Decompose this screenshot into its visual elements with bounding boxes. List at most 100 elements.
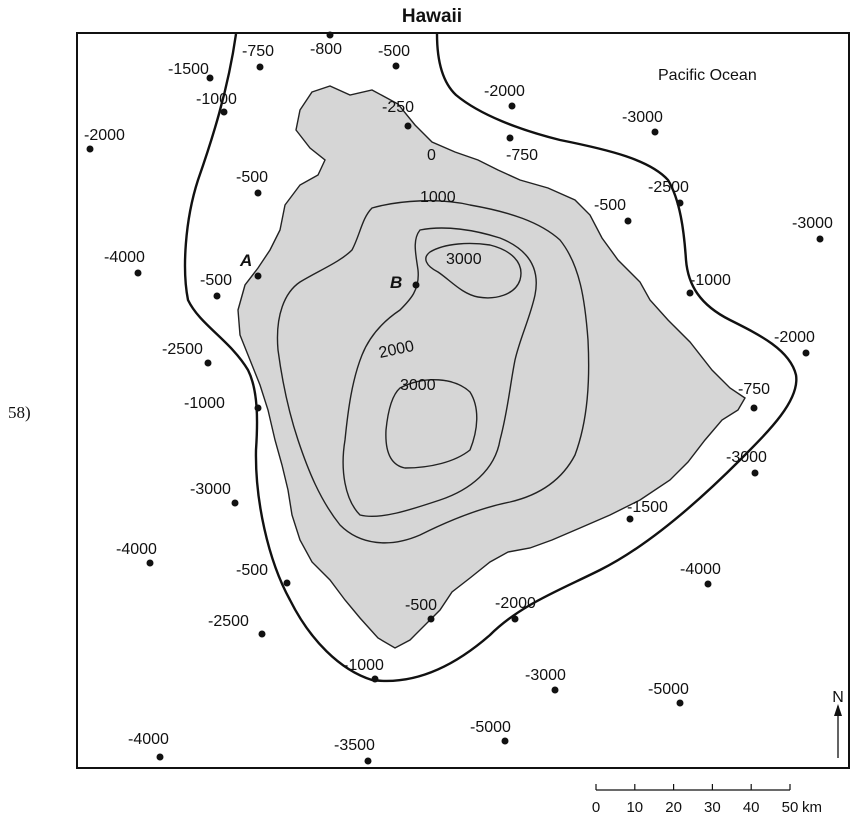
contour-label-1000: 1000 (420, 189, 456, 206)
north-arrow: N (832, 689, 844, 758)
elevation-point-label: -2500 (648, 179, 689, 196)
point-b-marker (412, 281, 420, 289)
scale-tick-label: 0 (592, 799, 600, 816)
elevation-point-marker (551, 686, 559, 694)
elevation-point-marker (506, 134, 514, 142)
elevation-point-marker (371, 675, 379, 683)
elevation-point-label: -1000 (196, 91, 237, 108)
elevation-point-marker (256, 63, 264, 71)
elevation-point-label: -1000 (690, 272, 731, 289)
elevation-point-marker (134, 269, 142, 277)
elevation-point-label: -4000 (104, 249, 145, 266)
elevation-point-label: -500 (200, 272, 232, 289)
elevation-point-label: -750 (738, 381, 770, 398)
elevation-point-label: -1000 (184, 395, 225, 412)
scale-tick-label: 50 (782, 799, 799, 816)
north-arrow-label: N (832, 689, 844, 706)
contour-label-3000-north: 3000 (446, 251, 482, 268)
point-b-label: B (390, 273, 402, 292)
elevation-point-label: -500 (236, 562, 268, 579)
elevation-point-marker (156, 753, 164, 761)
elevation-point-marker (626, 515, 634, 523)
elevation-point-marker (392, 62, 400, 70)
contour-label-3000-south: 3000 (400, 377, 436, 394)
contour-3000-south (385, 379, 478, 469)
offshore-depth-line (183, 33, 798, 683)
elevation-point-label: -2000 (484, 83, 525, 100)
elevation-point-marker (254, 189, 262, 197)
scale-unit-label: km (802, 799, 822, 816)
elevation-point-label: -3000 (525, 667, 566, 684)
ocean-label: Pacific Ocean (658, 67, 757, 84)
elevation-point-label: -750 (242, 43, 274, 60)
elevation-point-marker (283, 579, 291, 587)
scale-bar: 0 10 20 30 40 50 km (592, 784, 822, 816)
point-a-label: A (239, 251, 252, 270)
elevation-point-marker (213, 292, 221, 300)
elevation-point-marker (751, 469, 759, 477)
scale-tick-label: 30 (704, 799, 721, 816)
elevation-point-label: -2000 (84, 127, 125, 144)
elevation-point-label: -5000 (470, 719, 511, 736)
elevation-point-marker (404, 122, 412, 130)
elevation-point-label: -4000 (128, 731, 169, 748)
elevation-point-marker (750, 404, 758, 412)
scale-tick-label: 40 (743, 799, 760, 816)
elevation-point-marker (511, 615, 519, 623)
elevation-point-label: -500 (405, 597, 437, 614)
contour-2000 (342, 227, 537, 518)
elevation-point-label: -250 (382, 99, 414, 116)
elevation-point-label: -1500 (168, 61, 209, 78)
elevation-point-label: -500 (236, 169, 268, 186)
elevation-point-label: -5000 (648, 681, 689, 698)
elevation-point-label: -1500 (627, 499, 668, 516)
question-number: 58) (8, 403, 31, 422)
elevation-point-label: -1000 (343, 657, 384, 674)
elevation-point-marker (802, 349, 810, 357)
elevation-point-label: -500 (594, 197, 626, 214)
elevation-point-marker (676, 199, 684, 207)
elevation-points: -1500 -750 -800 -500 -1000 -2000 -250 -2000 -750… (84, 31, 833, 765)
elevation-point-marker (146, 559, 154, 567)
elevation-point-marker (508, 102, 516, 110)
point-a-marker (254, 272, 262, 280)
elevation-point-marker (686, 289, 694, 297)
elevation-point-label: -800 (310, 41, 342, 58)
elevation-point-marker (624, 217, 632, 225)
elevation-point-label: -2500 (162, 341, 203, 358)
elevation-point-marker (220, 108, 228, 116)
elevation-point-label: -3000 (726, 449, 767, 466)
elevation-point-marker (816, 235, 824, 243)
elevation-point-label: -4000 (680, 561, 721, 578)
elevation-point-marker (651, 128, 659, 136)
elevation-point-marker (676, 699, 684, 707)
elevation-point-label: -2500 (208, 613, 249, 630)
elevation-point-marker (254, 404, 262, 412)
elevation-point-label: -2000 (774, 329, 815, 346)
elevation-point-label: -2000 (495, 595, 536, 612)
elevation-point-marker (364, 757, 372, 765)
elevation-point-marker (704, 580, 712, 588)
elevation-point-label: -4000 (116, 541, 157, 558)
elevation-point-marker (258, 630, 266, 638)
elevation-point-label: -500 (378, 43, 410, 60)
elevation-point-marker (231, 499, 239, 507)
elevation-point-marker (427, 615, 435, 623)
elevation-point-label: -3000 (792, 215, 833, 232)
elevation-point-marker (86, 145, 94, 153)
contour-1000 (276, 200, 590, 544)
elevation-point-label: -3000 (190, 481, 231, 498)
elevation-point-label: -750 (506, 147, 538, 164)
elevation-point-label: -3000 (622, 109, 663, 126)
map-frame (76, 32, 850, 769)
north-arrow-head (834, 704, 842, 716)
elevation-point-marker (204, 359, 212, 367)
scale-tick-label: 20 (665, 799, 682, 816)
elevation-point-label: -3500 (334, 737, 375, 754)
elevation-point-marker (326, 31, 334, 39)
scale-tick-label: 10 (626, 799, 643, 816)
elevation-point-marker (501, 737, 509, 745)
contour-3000-north (425, 242, 522, 299)
map-title: Hawaii (402, 6, 462, 27)
